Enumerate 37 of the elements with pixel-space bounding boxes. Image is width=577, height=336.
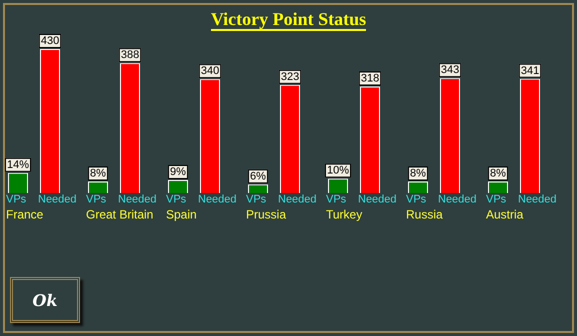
text: Needed <box>358 194 397 206</box>
x-tick-label: Prussia <box>246 207 286 222</box>
text: VPs <box>326 194 346 206</box>
data-label: 430 <box>40 35 60 48</box>
data-label: 323 <box>280 70 300 83</box>
x-tick-label: Russia <box>406 207 444 222</box>
x-tick-label: Great Britain <box>86 207 154 222</box>
text: VPs <box>166 194 186 206</box>
series-label: VPs <box>6 194 27 206</box>
x-tick-label: France <box>6 207 44 222</box>
data-label: 10% <box>326 164 350 177</box>
text: VPs <box>406 194 426 206</box>
data-label: 318 <box>360 72 380 85</box>
text: VPs <box>86 194 106 206</box>
series-label: Needed <box>38 194 77 206</box>
data-label: 8% <box>490 168 506 180</box>
text: VPs <box>246 194 266 206</box>
data-label: 14% <box>6 158 30 171</box>
text: VPs <box>486 194 506 206</box>
text: Needed <box>278 194 317 206</box>
text: Needed <box>438 194 477 206</box>
chart-title: Victory Point Status <box>210 9 366 31</box>
text: Needed <box>518 194 557 206</box>
x-tick-label: Turkey <box>326 207 362 222</box>
text: Needed <box>118 194 157 206</box>
data-label: 343 <box>440 64 460 76</box>
ok-button: Ok <box>10 277 80 323</box>
data-label: 340 <box>200 65 220 78</box>
data-label: 341 <box>520 64 540 77</box>
data-label: 9% <box>170 166 186 178</box>
text: Needed <box>198 194 237 206</box>
data-label: 388 <box>120 49 140 62</box>
x-tick-label: Spain <box>166 207 197 222</box>
x-tick-label: Austria <box>486 207 524 222</box>
data-label: 8% <box>410 168 426 180</box>
data-label: 8% <box>90 168 106 180</box>
data-label: 6% <box>250 170 266 182</box>
